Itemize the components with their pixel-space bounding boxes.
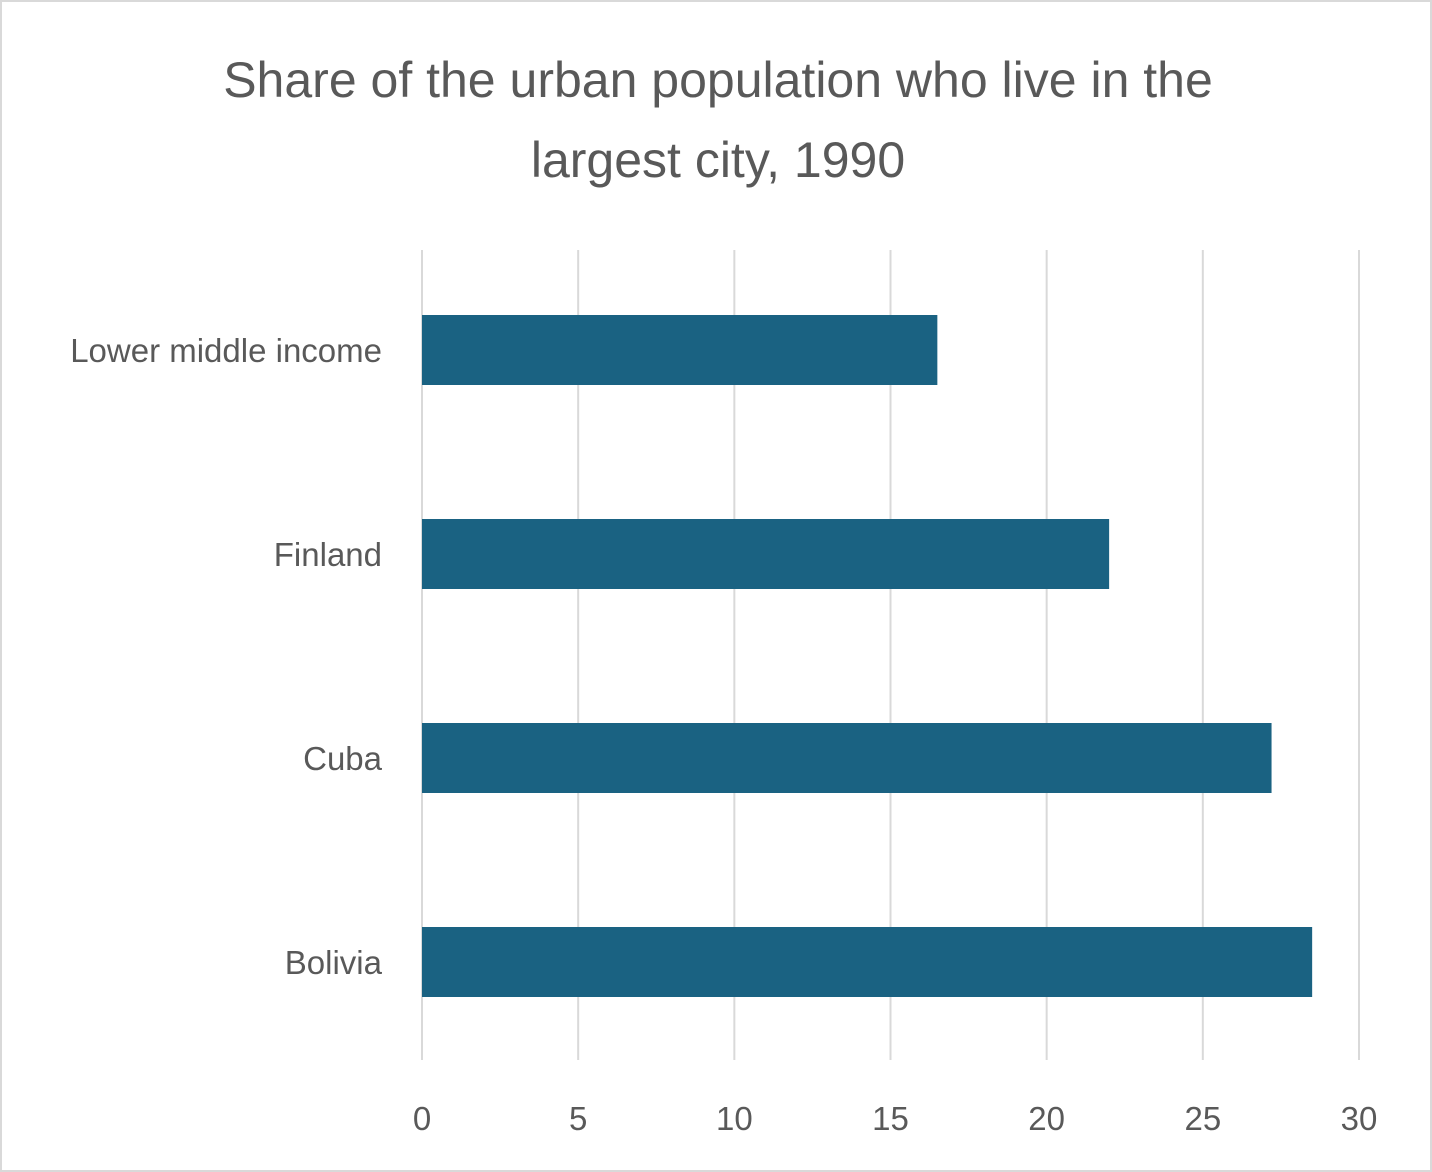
x-tick-label: 25 xyxy=(1184,1100,1221,1137)
category-label: Bolivia xyxy=(285,944,383,981)
bar-cuba xyxy=(422,723,1272,793)
bar-finland xyxy=(422,519,1110,589)
x-tick-label: 20 xyxy=(1028,1100,1065,1137)
category-label: Lower middle income xyxy=(70,332,382,369)
x-tick-label: 0 xyxy=(413,1100,431,1137)
category-labels: Lower middle income Finland Cuba Bolivia xyxy=(70,332,382,981)
category-label: Cuba xyxy=(303,740,383,777)
x-tick-label: 15 xyxy=(872,1100,909,1137)
category-label: Finland xyxy=(274,536,382,573)
x-tick-label: 30 xyxy=(1341,1100,1378,1137)
x-tick-label: 5 xyxy=(569,1100,587,1137)
chart-title: Share of the urban population who live i… xyxy=(223,52,1213,188)
bar-lower-middle-income xyxy=(422,315,938,385)
x-axis-tick-labels: 0 5 10 15 20 25 30 xyxy=(413,1100,1378,1137)
x-tick-label: 10 xyxy=(716,1100,753,1137)
bars xyxy=(422,315,1313,997)
bar-bolivia xyxy=(422,927,1313,997)
